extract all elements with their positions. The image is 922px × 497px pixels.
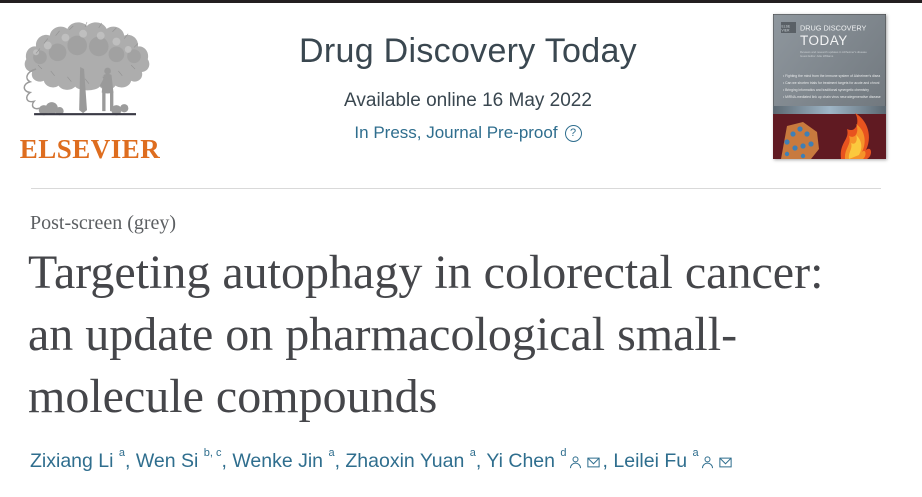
svg-text:DRUG DISCOVERY: DRUG DISCOVERY xyxy=(800,24,866,33)
svg-text:Guest Editor Julie Williams: Guest Editor Julie Williams xyxy=(800,54,834,58)
svg-text:• Fighting the mind from the i: • Fighting the mind from the immune syst… xyxy=(783,74,880,78)
svg-text:• Can we shorten trials for tr: • Can we shorten trials for treatment ta… xyxy=(783,81,880,85)
svg-text:VIER: VIER xyxy=(782,28,790,32)
svg-text:TODAY: TODAY xyxy=(800,33,848,48)
svg-text:• MiRNA-mediated link up chain: • MiRNA-mediated link up chain virus neu… xyxy=(783,95,881,99)
svg-text:• Bringing informatics and tra: • Bringing informatics and traditional s… xyxy=(783,88,869,92)
